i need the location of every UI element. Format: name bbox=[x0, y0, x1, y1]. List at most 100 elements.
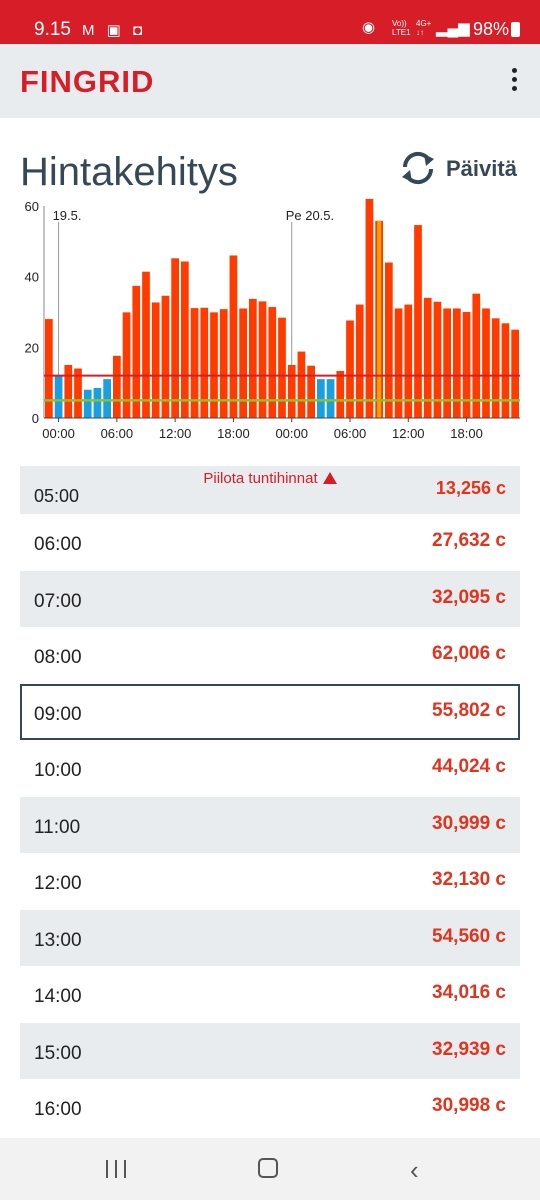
network-type-icon: 4G+ ↓↑ bbox=[416, 19, 432, 37]
battery-icon bbox=[511, 22, 520, 37]
home-icon[interactable] bbox=[258, 1158, 278, 1178]
bar-30 bbox=[336, 371, 345, 418]
notification-icons: M ▣ ◘ bbox=[82, 22, 147, 39]
x-tick-label-7: 18:00 bbox=[450, 426, 483, 441]
bar-2 bbox=[64, 365, 73, 418]
bar-48 bbox=[511, 329, 519, 418]
bar-12 bbox=[161, 295, 170, 418]
bar-22 bbox=[258, 301, 267, 418]
bar-13 bbox=[171, 258, 179, 418]
bar-7 bbox=[113, 355, 121, 418]
x-tick-label-1: 06:00 bbox=[101, 426, 134, 441]
bar-5 bbox=[93, 387, 102, 418]
overflow-menu-icon[interactable] bbox=[510, 68, 518, 96]
bar-10 bbox=[142, 271, 150, 418]
price-row[interactable]: 06:00 27,632 c bbox=[20, 514, 520, 571]
row-price: 44,024 c bbox=[432, 756, 506, 777]
bar-27 bbox=[307, 365, 315, 418]
x-tick-label-6: 12:00 bbox=[392, 426, 425, 441]
row-time: 10:00 bbox=[34, 760, 82, 781]
bar-15 bbox=[190, 308, 199, 418]
bar-28 bbox=[317, 379, 325, 418]
y-tick-label-1: 20 bbox=[25, 340, 39, 355]
price-row[interactable]: 13:00 54,560 c bbox=[20, 909, 520, 966]
bar-39 bbox=[423, 297, 432, 418]
x-tick-label-5: 06:00 bbox=[334, 426, 367, 441]
price-row[interactable]: 09:00 55,802 c bbox=[20, 683, 520, 740]
row-price: 32,130 c bbox=[432, 869, 506, 890]
day-label-1: Pe 20.5. bbox=[286, 208, 334, 223]
bar-42 bbox=[453, 308, 461, 418]
row-time: 13:00 bbox=[34, 929, 82, 951]
row-price: 32,939 c bbox=[432, 1038, 506, 1060]
row-price: 54,560 c bbox=[432, 925, 506, 947]
bar-29 bbox=[326, 379, 335, 418]
system-nav-bar: ‹ bbox=[0, 1138, 540, 1200]
row-price: 34,016 c bbox=[432, 982, 506, 1003]
price-row[interactable]: 11:00 30,999 c bbox=[20, 796, 520, 853]
page-title: Hintakehitys bbox=[20, 150, 238, 194]
clipped-row-time: 05:00 bbox=[34, 486, 80, 506]
refresh-icon bbox=[402, 151, 434, 185]
row-time: 11:00 bbox=[34, 816, 81, 838]
price-row[interactable]: 08:00 62,006 c bbox=[20, 627, 520, 684]
clipped-row-price: 13,256 c bbox=[435, 478, 506, 498]
bar-1 bbox=[54, 375, 63, 418]
bar-20 bbox=[239, 308, 247, 418]
price-row[interactable]: 10:00 44,024 c bbox=[20, 740, 520, 797]
row-time: 14:00 bbox=[34, 986, 82, 1007]
bar-17 bbox=[210, 312, 218, 418]
bar-38 bbox=[414, 225, 422, 418]
row-time: 12:00 bbox=[34, 873, 82, 894]
price-row[interactable]: 16:00 30,998 c bbox=[20, 1079, 520, 1136]
price-row[interactable]: 15:00 32,939 c bbox=[20, 1022, 520, 1079]
price-row[interactable]: 12:00 32,130 c bbox=[20, 853, 520, 910]
bar-6 bbox=[103, 379, 111, 418]
bar-47 bbox=[501, 323, 510, 418]
row-price: 62,006 c bbox=[432, 643, 506, 664]
bar-14 bbox=[181, 261, 189, 418]
row-price: 32,095 c bbox=[432, 586, 506, 608]
bar-40 bbox=[433, 301, 442, 418]
bar-36 bbox=[394, 308, 403, 418]
bar-19 bbox=[229, 255, 238, 418]
price-row[interactable]: 07:00 32,095 c bbox=[20, 570, 520, 627]
row-price: 55,802 c bbox=[432, 699, 506, 721]
bar-25 bbox=[287, 365, 296, 418]
row-price: 30,998 c bbox=[432, 1095, 506, 1116]
bar-46 bbox=[491, 318, 500, 418]
bar-24 bbox=[278, 317, 286, 418]
recent-apps-icon[interactable] bbox=[106, 1160, 128, 1178]
bar-31 bbox=[346, 320, 354, 418]
status-bar: 9.15 M ▣ ◘ ◉ Vo)) LTE1 4G+ ↓↑ ▂▄▆ 98% bbox=[0, 0, 540, 44]
bar-45 bbox=[482, 308, 490, 418]
bar-37 bbox=[404, 304, 413, 418]
row-time: 08:00 bbox=[34, 647, 82, 668]
price-row[interactable]: 14:00 34,016 c bbox=[20, 966, 520, 1023]
day-label-0: 19.5. bbox=[53, 208, 82, 223]
bar-41 bbox=[443, 308, 451, 418]
bar-35 bbox=[385, 262, 393, 418]
x-tick-label-2: 12:00 bbox=[159, 426, 192, 441]
hotspot-icon: ◉ bbox=[362, 19, 376, 36]
row-time: 06:00 bbox=[34, 534, 82, 555]
hide-hourly-prices-toggle[interactable]: Piilota tuntihinnat bbox=[20, 470, 520, 487]
x-tick-label-3: 18:00 bbox=[217, 426, 250, 441]
y-tick-label-0: 0 bbox=[32, 411, 39, 426]
bar-33 bbox=[365, 198, 374, 418]
triangle-up-icon bbox=[322, 472, 337, 484]
x-tick-label-4: 00:00 bbox=[275, 426, 308, 441]
refresh-label: Päivitä bbox=[446, 156, 517, 181]
back-icon[interactable]: ‹ bbox=[410, 1155, 419, 1185]
row-time: 07:00 bbox=[34, 590, 82, 612]
battery-percent: 98% bbox=[472, 19, 509, 39]
app-bar: FINGRID bbox=[0, 44, 540, 118]
row-time: 15:00 bbox=[34, 1042, 82, 1064]
bar-18 bbox=[219, 309, 228, 418]
price-chart[interactable]: 0 20 40 60 19.5. Pe 20.5. 00:00 06:00 12:00 18:00… bbox=[0, 196, 540, 456]
status-time: 9.15 bbox=[34, 19, 71, 40]
current-hour-marker bbox=[377, 220, 382, 418]
row-time: 16:00 bbox=[34, 1099, 82, 1120]
row-price: 27,632 c bbox=[432, 530, 506, 551]
